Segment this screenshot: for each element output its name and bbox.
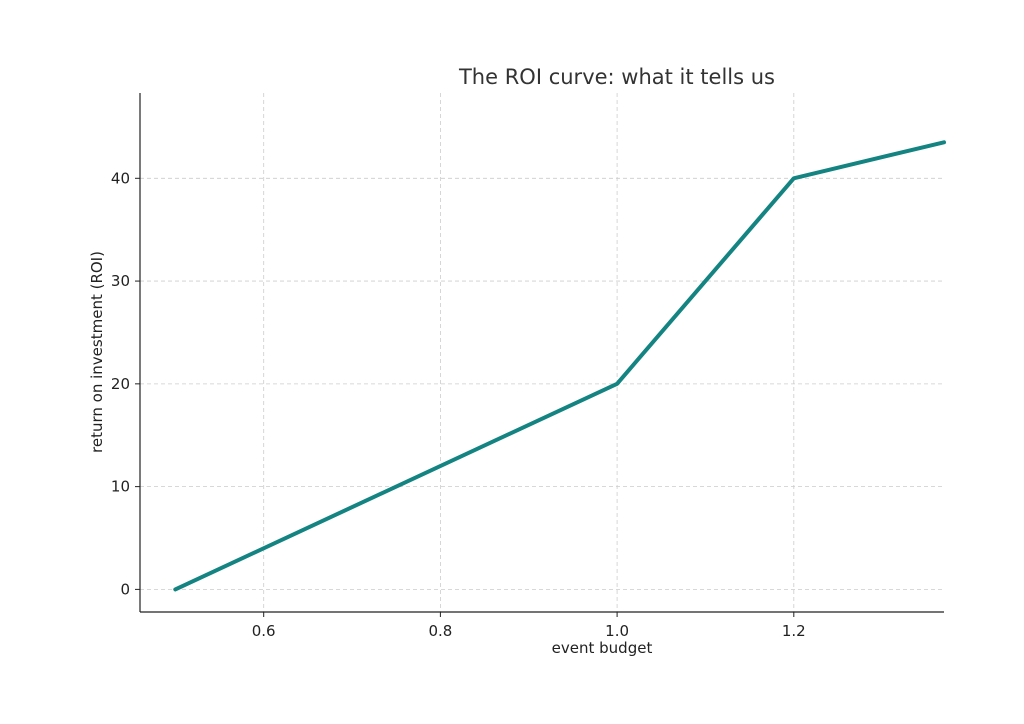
y-tick-label: 40 <box>111 169 130 187</box>
series-layer <box>173 140 946 592</box>
y-tick-label: 10 <box>111 478 130 496</box>
roi-series-line <box>173 140 946 592</box>
y-tick-label: 0 <box>120 580 130 598</box>
ticks-layer: 0.6 0.8 1.0 1.2 0 10 20 30 40 <box>111 169 806 640</box>
x-axis-title: event budget <box>552 639 653 657</box>
axes-layer <box>139 93 944 613</box>
chart-title: The ROI curve: what it tells us <box>458 65 775 89</box>
y-tick-label: 30 <box>111 272 130 290</box>
x-tick-label: 1.2 <box>782 622 806 640</box>
x-tick-label: 0.8 <box>428 622 452 640</box>
y-tick-label: 20 <box>111 375 130 393</box>
y-axis-title: return on investment (ROI) <box>88 251 106 453</box>
x-tick-label: 0.6 <box>252 622 276 640</box>
x-tick-label: 1.0 <box>605 622 629 640</box>
